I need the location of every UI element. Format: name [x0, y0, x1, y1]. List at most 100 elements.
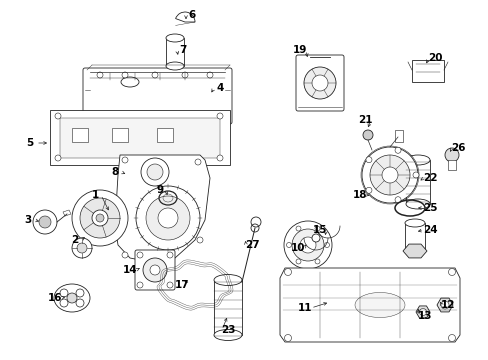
Ellipse shape — [165, 62, 183, 70]
Circle shape — [141, 158, 169, 186]
Text: 17: 17 — [174, 280, 189, 290]
Ellipse shape — [214, 274, 242, 285]
Circle shape — [217, 155, 223, 161]
Ellipse shape — [54, 284, 90, 312]
Text: 20: 20 — [427, 53, 441, 63]
Ellipse shape — [405, 199, 429, 209]
FancyBboxPatch shape — [135, 250, 175, 290]
Text: 19: 19 — [292, 45, 306, 55]
Circle shape — [412, 172, 418, 178]
Circle shape — [284, 269, 291, 275]
Circle shape — [195, 159, 201, 165]
Circle shape — [158, 208, 178, 228]
Text: 22: 22 — [422, 173, 436, 183]
Bar — [165, 38, 183, 66]
Circle shape — [60, 299, 68, 307]
Ellipse shape — [214, 329, 242, 341]
Wedge shape — [175, 12, 195, 22]
Circle shape — [419, 309, 426, 315]
Polygon shape — [115, 155, 209, 262]
Text: 10: 10 — [290, 243, 305, 253]
Circle shape — [440, 301, 448, 309]
Polygon shape — [415, 306, 429, 318]
Text: 2: 2 — [71, 235, 79, 245]
Circle shape — [250, 224, 259, 232]
Bar — [214, 280, 242, 335]
Circle shape — [394, 147, 400, 153]
Circle shape — [447, 334, 454, 342]
Bar — [405, 160, 429, 204]
Bar — [394, 130, 402, 142]
Text: 25: 25 — [422, 203, 436, 213]
Circle shape — [304, 67, 335, 99]
Circle shape — [55, 113, 61, 119]
Text: 16: 16 — [48, 293, 62, 303]
Text: 24: 24 — [422, 225, 436, 235]
Circle shape — [284, 334, 291, 342]
Circle shape — [122, 72, 128, 78]
Circle shape — [182, 72, 187, 78]
FancyBboxPatch shape — [295, 55, 343, 111]
Circle shape — [311, 234, 319, 242]
Text: 27: 27 — [244, 240, 259, 250]
Circle shape — [314, 259, 319, 264]
Circle shape — [76, 289, 84, 297]
Circle shape — [142, 258, 167, 282]
Circle shape — [137, 252, 142, 258]
Circle shape — [152, 72, 158, 78]
Circle shape — [295, 226, 301, 231]
Bar — [411, 60, 443, 82]
Circle shape — [295, 259, 301, 264]
Ellipse shape — [121, 77, 139, 87]
Circle shape — [136, 186, 200, 250]
Circle shape — [167, 282, 173, 288]
Circle shape — [369, 155, 409, 195]
Text: 21: 21 — [357, 115, 371, 125]
Circle shape — [365, 187, 371, 193]
Bar — [404, 223, 424, 251]
Text: 23: 23 — [220, 325, 235, 335]
Text: 12: 12 — [440, 300, 454, 310]
Circle shape — [147, 164, 163, 180]
Circle shape — [122, 252, 128, 258]
Circle shape — [39, 216, 51, 228]
Polygon shape — [280, 268, 459, 342]
Text: 15: 15 — [312, 225, 326, 235]
Text: 26: 26 — [450, 143, 464, 153]
Bar — [72, 128, 88, 142]
Text: 13: 13 — [417, 311, 431, 321]
Circle shape — [150, 265, 160, 275]
Circle shape — [444, 148, 458, 162]
Circle shape — [67, 293, 77, 303]
Circle shape — [381, 167, 397, 183]
Ellipse shape — [165, 34, 183, 42]
Circle shape — [362, 130, 372, 140]
Text: 7: 7 — [179, 45, 186, 55]
Circle shape — [80, 198, 120, 238]
Circle shape — [361, 147, 417, 203]
Text: 3: 3 — [24, 215, 32, 225]
Bar — [447, 160, 455, 170]
Circle shape — [286, 243, 291, 248]
Circle shape — [92, 210, 108, 226]
Circle shape — [217, 113, 223, 119]
Text: 8: 8 — [111, 167, 119, 177]
Text: 5: 5 — [26, 138, 34, 148]
Circle shape — [197, 237, 203, 243]
Circle shape — [291, 229, 324, 261]
Bar — [112, 128, 128, 142]
Circle shape — [76, 299, 84, 307]
Text: 6: 6 — [188, 10, 195, 20]
Circle shape — [33, 210, 57, 234]
Circle shape — [72, 190, 128, 246]
Text: 9: 9 — [156, 185, 163, 195]
FancyBboxPatch shape — [83, 68, 231, 124]
Circle shape — [137, 282, 142, 288]
Text: 4: 4 — [216, 83, 223, 93]
Circle shape — [311, 75, 327, 91]
Bar — [157, 128, 173, 142]
Circle shape — [146, 196, 190, 240]
Circle shape — [365, 157, 371, 163]
Circle shape — [284, 221, 331, 269]
Polygon shape — [436, 298, 452, 312]
